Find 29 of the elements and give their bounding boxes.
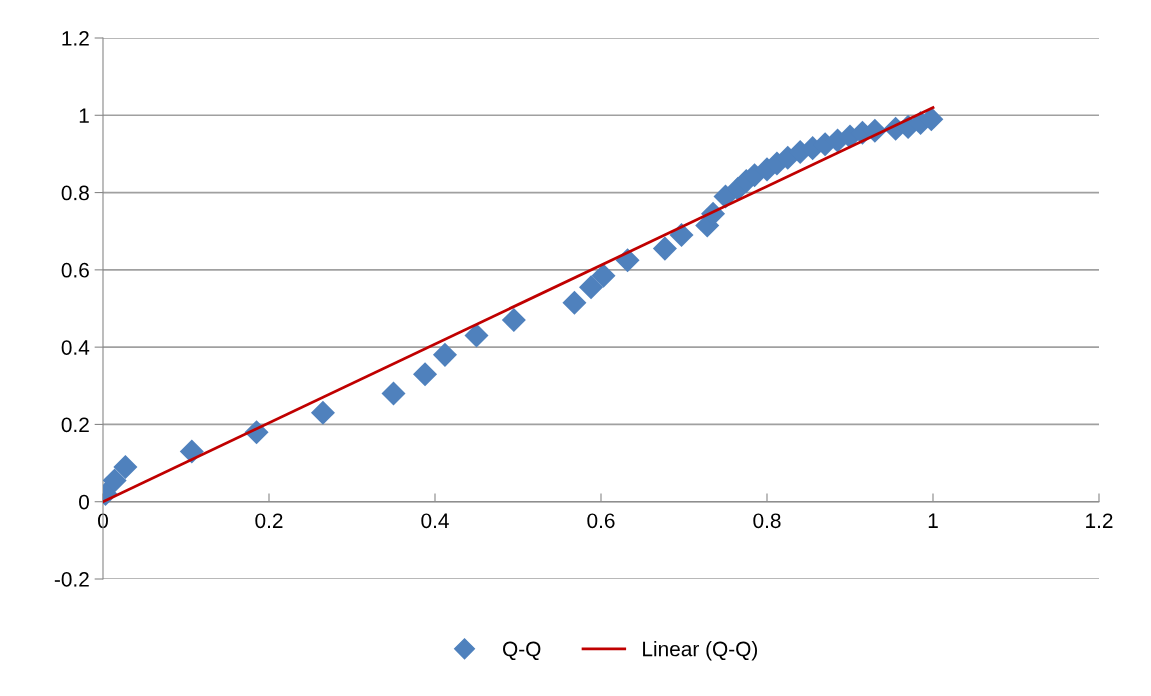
x-tick-label: 0.2 xyxy=(255,513,283,529)
point xyxy=(113,454,138,479)
y-tick-label: 0 xyxy=(79,494,89,510)
y-tick-label: 0.2 xyxy=(61,417,89,433)
point xyxy=(464,323,489,348)
point xyxy=(591,263,616,288)
y-tick-label: 1 xyxy=(79,108,89,123)
point xyxy=(432,342,457,367)
y-tick-label: -0.2 xyxy=(54,572,89,587)
point xyxy=(501,308,526,333)
point xyxy=(381,381,406,406)
y-tick-label: 0.6 xyxy=(61,262,89,278)
x-tick-label: 0.8 xyxy=(753,513,781,529)
x-tick-label: 0.4 xyxy=(421,513,449,529)
point xyxy=(103,468,127,493)
point xyxy=(413,362,438,387)
legend-label: Linear (Q-Q) xyxy=(643,641,758,661)
point xyxy=(579,275,604,300)
y-tick-label: 0.8 xyxy=(61,185,89,201)
x-tick-label: 0.6 xyxy=(587,513,615,529)
x-tick-label: 1.2 xyxy=(1086,513,1113,528)
legend-label: Q-Q xyxy=(503,641,541,661)
y-tick-label: 0.4 xyxy=(61,340,90,355)
y-tick-label: 1.2 xyxy=(62,31,89,46)
x-tick-label: 0 xyxy=(98,513,108,529)
point xyxy=(562,290,587,315)
point xyxy=(310,400,335,425)
x-tick-label: 1 xyxy=(928,513,938,528)
point xyxy=(652,236,677,261)
